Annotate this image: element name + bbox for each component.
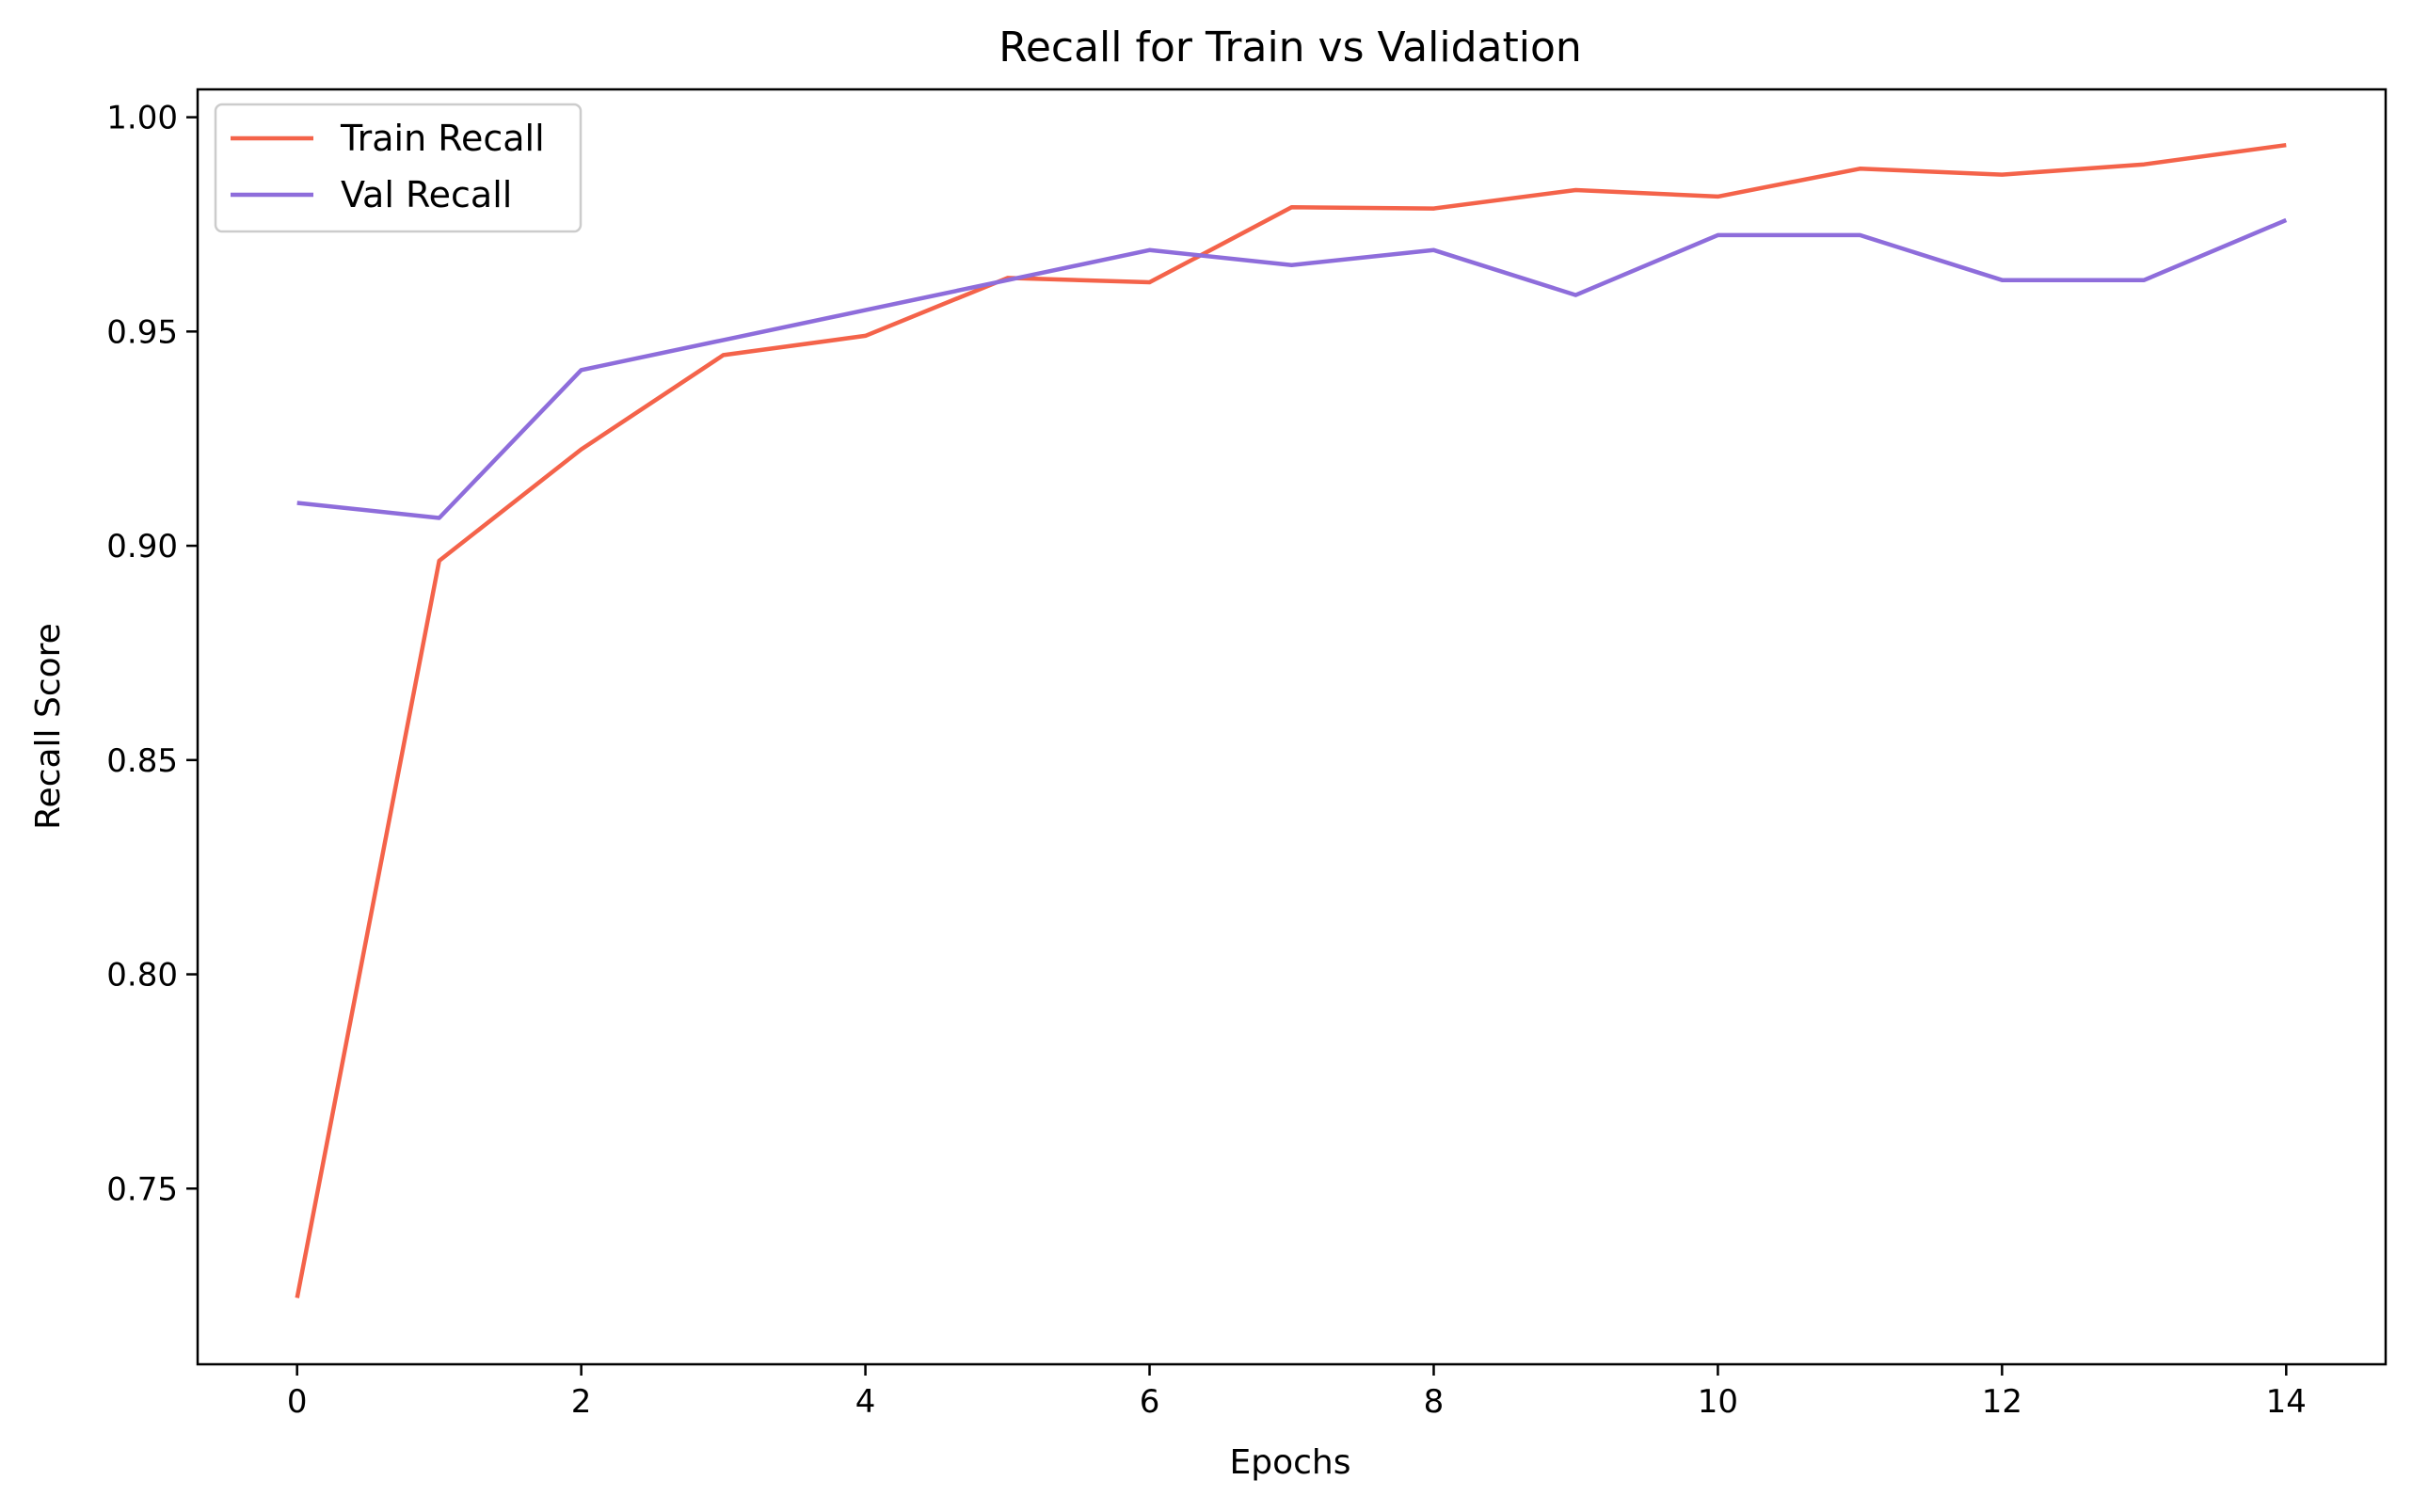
series-line-val-recall bbox=[296, 217, 2288, 520]
x-tick-label: 8 bbox=[1424, 1383, 1445, 1421]
x-tick-label: 10 bbox=[1698, 1383, 1738, 1421]
legend: Train Recall Val Recall bbox=[214, 103, 583, 233]
chart-title: Recall for Train vs Validation bbox=[998, 24, 1582, 72]
axes-frame bbox=[196, 88, 2388, 1366]
x-tick-label: 14 bbox=[2266, 1383, 2307, 1421]
y-axis-label: Recall Score bbox=[29, 623, 68, 830]
y-tick-label: 0.95 bbox=[106, 313, 178, 351]
x-axis-ticks: 0 2 4 6 8 10 12 14 bbox=[287, 1364, 2307, 1421]
y-tick-label: 0.90 bbox=[106, 528, 178, 565]
x-tick-label: 0 bbox=[287, 1383, 308, 1421]
x-tick-label: 4 bbox=[855, 1383, 876, 1421]
y-axis-ticks: 0.75 0.80 0.85 0.90 0.95 1.00 bbox=[106, 100, 198, 1208]
series-layer bbox=[295, 142, 2288, 1298]
y-tick-label: 1.00 bbox=[106, 100, 178, 137]
x-axis-label: Epochs bbox=[1230, 1443, 1351, 1482]
y-tick-label: 0.75 bbox=[106, 1170, 178, 1208]
x-tick-label: 2 bbox=[571, 1383, 592, 1421]
x-tick-label: 6 bbox=[1140, 1383, 1160, 1421]
plot-area: 0 2 4 6 8 10 12 14 0.75 0.80 0.85 0.90 0.95 1.00 bbox=[106, 88, 2388, 1421]
series-line-train-recall bbox=[295, 142, 2287, 1298]
legend-label-train-recall: Train Recall bbox=[340, 118, 545, 159]
y-tick-label: 0.85 bbox=[106, 742, 178, 780]
legend-label-val-recall: Val Recall bbox=[341, 174, 512, 215]
y-tick-label: 0.80 bbox=[106, 957, 178, 995]
x-tick-label: 12 bbox=[1982, 1383, 2022, 1421]
